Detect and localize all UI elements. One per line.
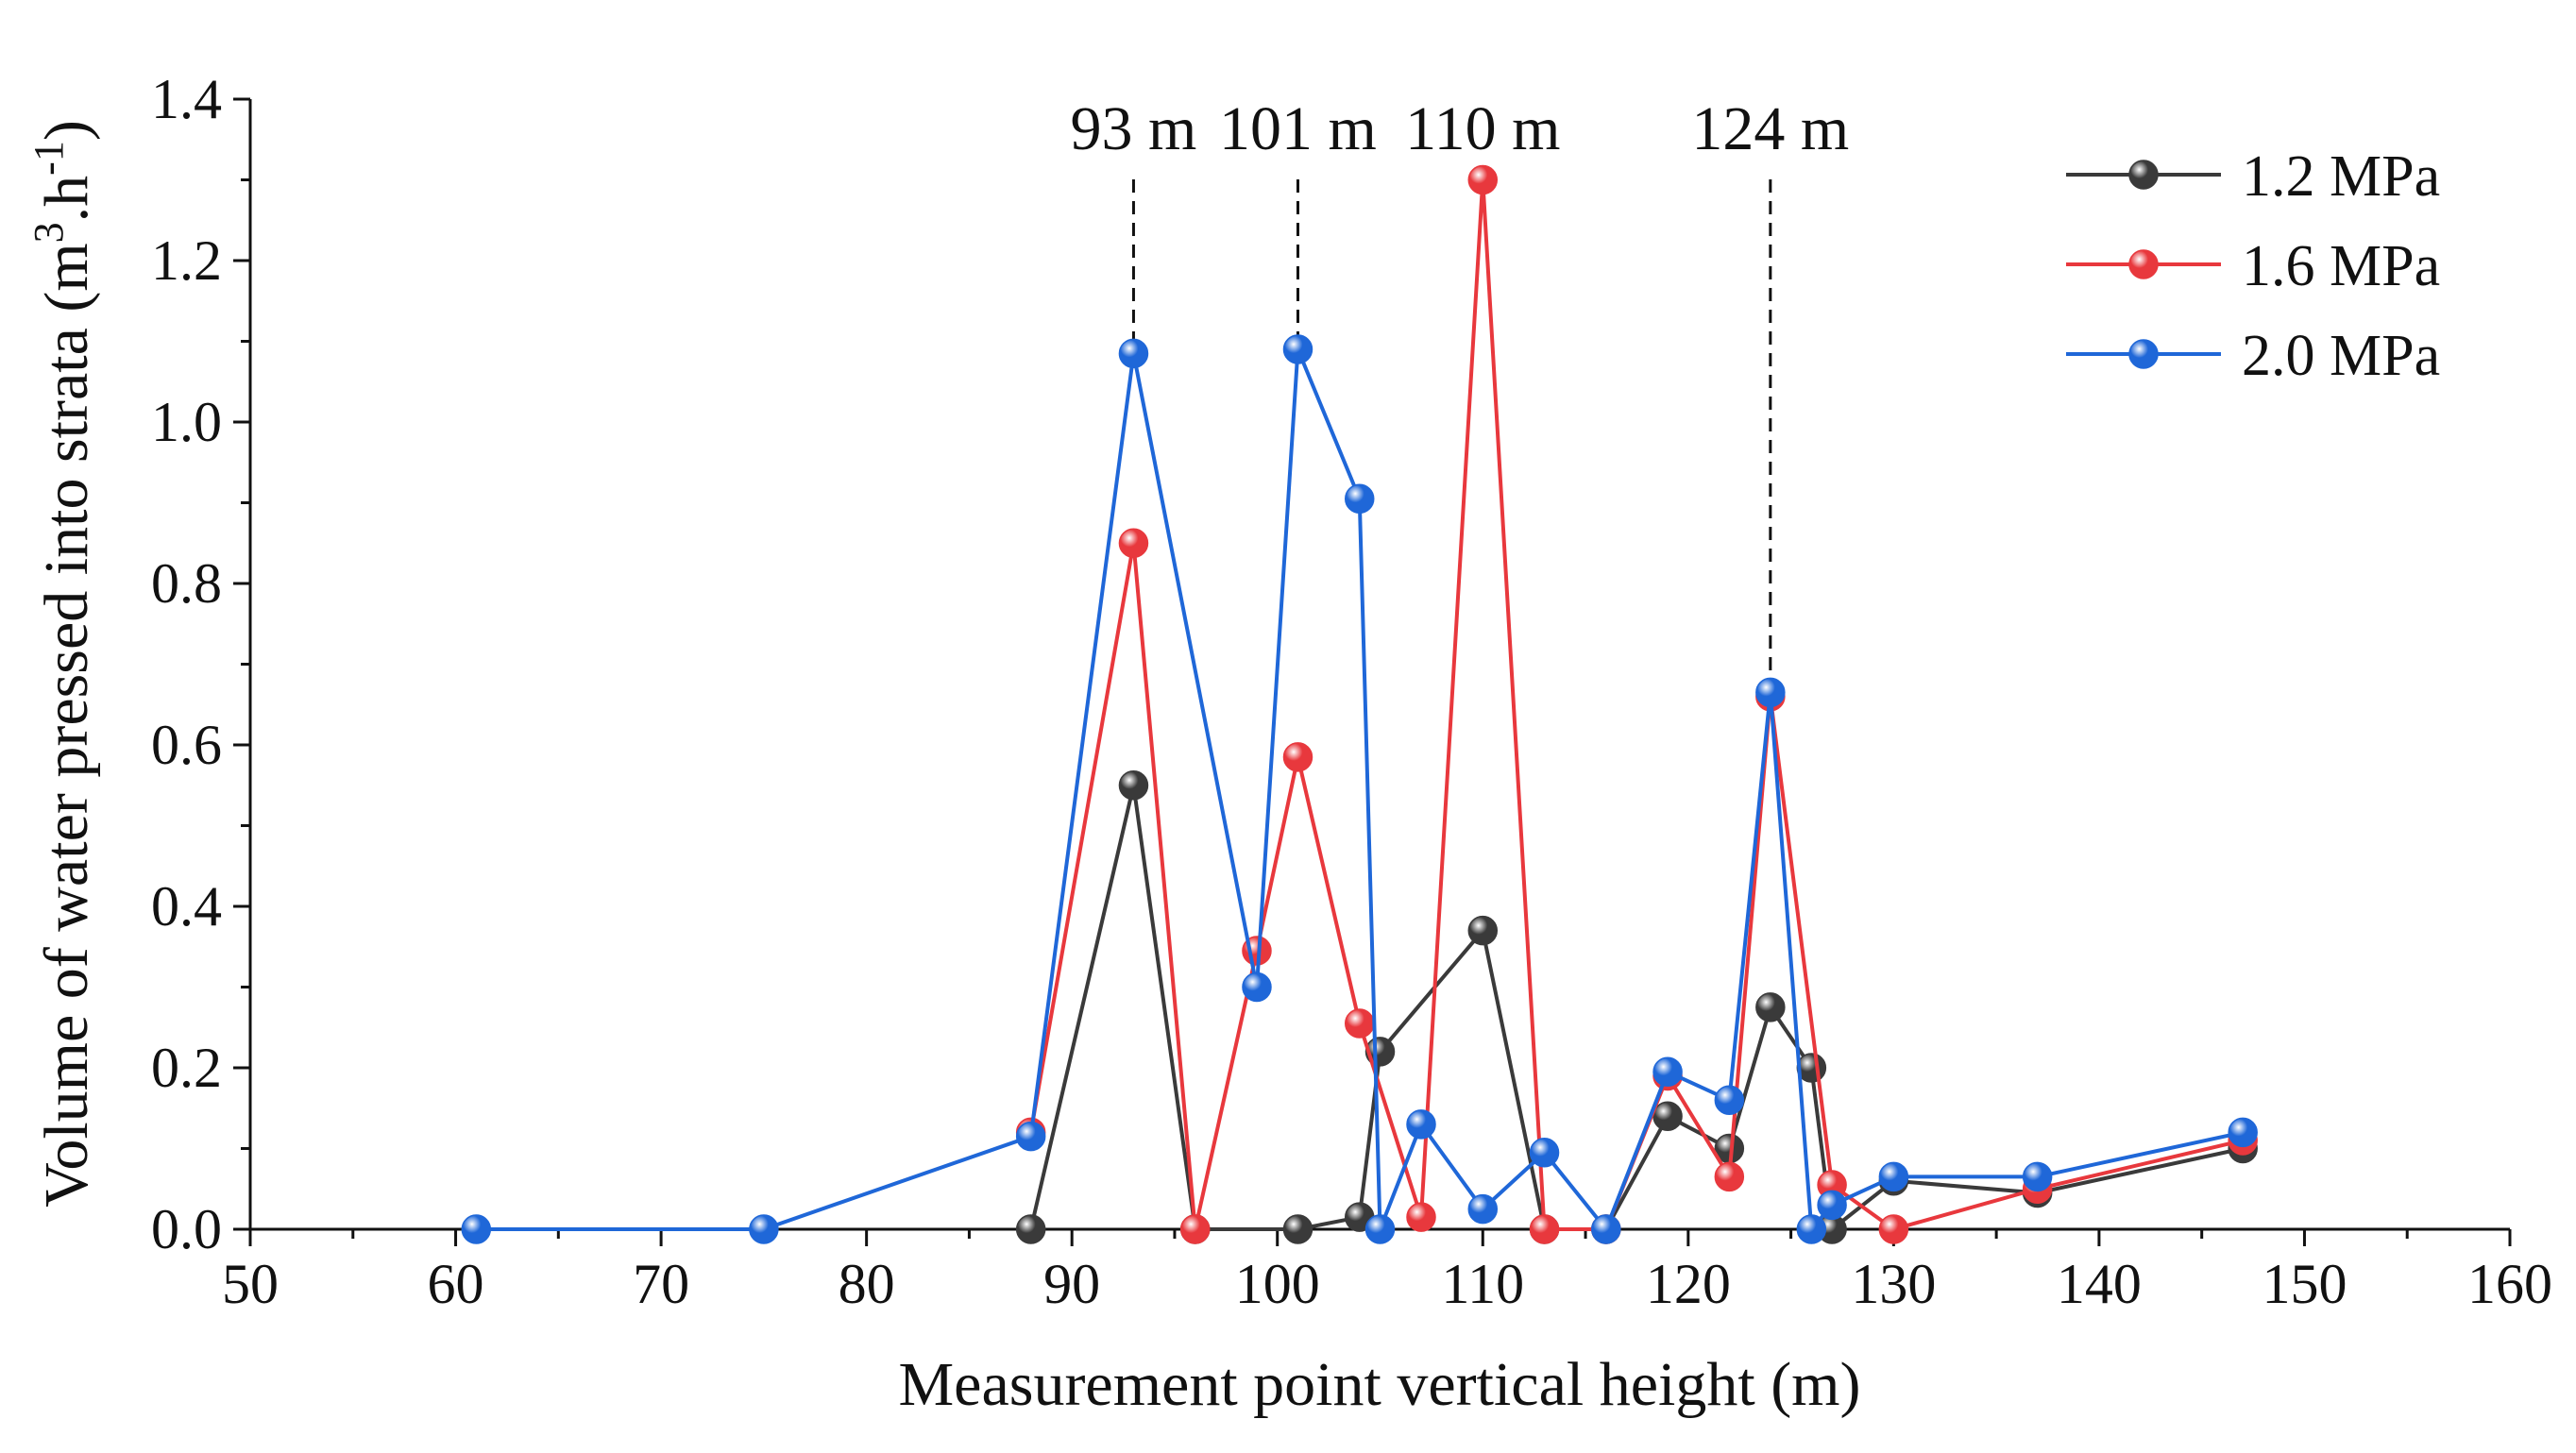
legend-entry: 2.0 MPa: [2066, 324, 2440, 388]
x-tick-label: 120: [1646, 1253, 1731, 1315]
x-tick-label: 130: [1851, 1253, 1936, 1315]
data-point: [1282, 1214, 1313, 1244]
y-axis-title-unit-open: (m: [32, 243, 101, 312]
series-group: [461, 334, 2258, 1244]
y-axis-title-unit-sup1: 3: [25, 222, 72, 243]
data-point: [1467, 915, 1499, 946]
x-tick-label: 150: [2262, 1253, 2347, 1315]
data-series: [461, 164, 2258, 1244]
y-axis-title-main: Volume of water pressed into strata: [32, 328, 101, 1208]
data-point: [1652, 1056, 1683, 1088]
axes: 50 60 70 80 90 100 110 120 130 140 150 160 0.00.20.…: [151, 68, 2552, 1315]
data-point: [2228, 1117, 2258, 1148]
y-tick-label: 0.4: [151, 875, 222, 938]
series-line: [1028, 177, 2244, 1231]
y-axis-title-unit-mid: .h: [32, 176, 101, 223]
legend-label: 1.6 MPa: [2242, 234, 2440, 298]
x-tick-label: 110: [1441, 1253, 1524, 1315]
data-point: [1755, 992, 1786, 1022]
y-axis-title-unit-sup2: -1: [25, 141, 72, 176]
data-point: [749, 1214, 779, 1244]
y-axis-ticks: 0.0 0.2 0.4 0.6 0.8 1.0 1.2 1.4: [151, 68, 250, 1260]
legend-entry: 1.2 MPa: [2066, 144, 2440, 209]
data-point: [1529, 1138, 1560, 1168]
data-point: [1796, 1214, 1827, 1244]
data-point: [1755, 677, 1786, 708]
legend-swatch-marker: [2128, 339, 2159, 369]
legend-label: 1.2 MPa: [2242, 144, 2440, 209]
annotation-label: 124 m: [1691, 94, 1849, 163]
y-tick-label: 1.2: [151, 229, 222, 292]
y-tick-label: 0.0: [151, 1198, 222, 1260]
data-point: [1878, 1161, 1909, 1192]
data-point: [1282, 334, 1313, 364]
data-point: [1242, 971, 1272, 1003]
x-tick-label: 60: [428, 1253, 484, 1315]
data-point: [1179, 1214, 1211, 1244]
y-axis-title-unit-close: ): [32, 120, 101, 141]
data-point: [1652, 1101, 1683, 1132]
annotation-label: 110 m: [1405, 94, 1560, 163]
legend-label: 2.0 MPa: [2242, 324, 2440, 388]
data-point: [1591, 1214, 1621, 1244]
data-point: [1714, 1085, 1745, 1115]
data-point: [1118, 528, 1149, 558]
data-point: [1118, 338, 1149, 369]
data-point: [1118, 770, 1149, 801]
y-tick-label: 0.8: [151, 552, 222, 615]
data-point: [1714, 1161, 1745, 1192]
x-tick-label: 50: [222, 1253, 279, 1315]
legend-swatch-marker: [2128, 249, 2159, 279]
data-point: [1282, 742, 1313, 772]
y-tick-label: 0.6: [151, 714, 222, 776]
data-point: [1015, 1214, 1046, 1244]
x-tick-label: 160: [2467, 1253, 2552, 1315]
data-point: [1878, 1214, 1909, 1244]
annotation-label: 101 m: [1219, 94, 1377, 163]
legend-swatch-marker: [2128, 160, 2159, 190]
y-tick-label: 0.2: [151, 1037, 222, 1099]
x-tick-label: 100: [1235, 1253, 1320, 1315]
x-tick-label: 90: [1043, 1253, 1100, 1315]
x-axis-ticks: 50 60 70 80 90 100 110 120 130 140 150 160: [222, 1229, 2552, 1315]
data-point: [1467, 164, 1499, 195]
data-point: [1529, 1214, 1560, 1244]
data-point: [461, 1214, 492, 1244]
data-point: [1467, 1193, 1499, 1225]
x-tick-label: 140: [2057, 1253, 2142, 1315]
data-point: [1344, 483, 1375, 514]
data-point: [1344, 1008, 1375, 1039]
data-point: [1406, 1202, 1436, 1232]
peak-annotations: 93 m 101 m 110 m 124 m: [1071, 94, 1849, 684]
y-axis-title: Volume of water pressed into strata (m3.…: [25, 120, 101, 1208]
data-point: [1015, 1121, 1046, 1152]
legend-entry: 1.6 MPa: [2066, 234, 2440, 298]
y-tick-label: 1.4: [151, 68, 222, 130]
annotation-label: 93 m: [1071, 94, 1197, 163]
y-tick-label: 1.0: [151, 391, 222, 453]
data-point: [1817, 1190, 1847, 1221]
series-group: [1015, 770, 2258, 1244]
data-point: [1364, 1214, 1396, 1244]
legend: 1.2 MPa 1.6 MPa 2.0 MPa: [2066, 144, 2440, 388]
x-tick-label: 70: [633, 1253, 689, 1315]
series-line: [476, 347, 2244, 1231]
series-line: [1028, 783, 2244, 1231]
x-tick-label: 80: [839, 1253, 895, 1315]
data-point: [2022, 1161, 2053, 1192]
data-point: [1406, 1109, 1436, 1140]
x-axis-title: Measurement point vertical height (m): [898, 1350, 1860, 1419]
